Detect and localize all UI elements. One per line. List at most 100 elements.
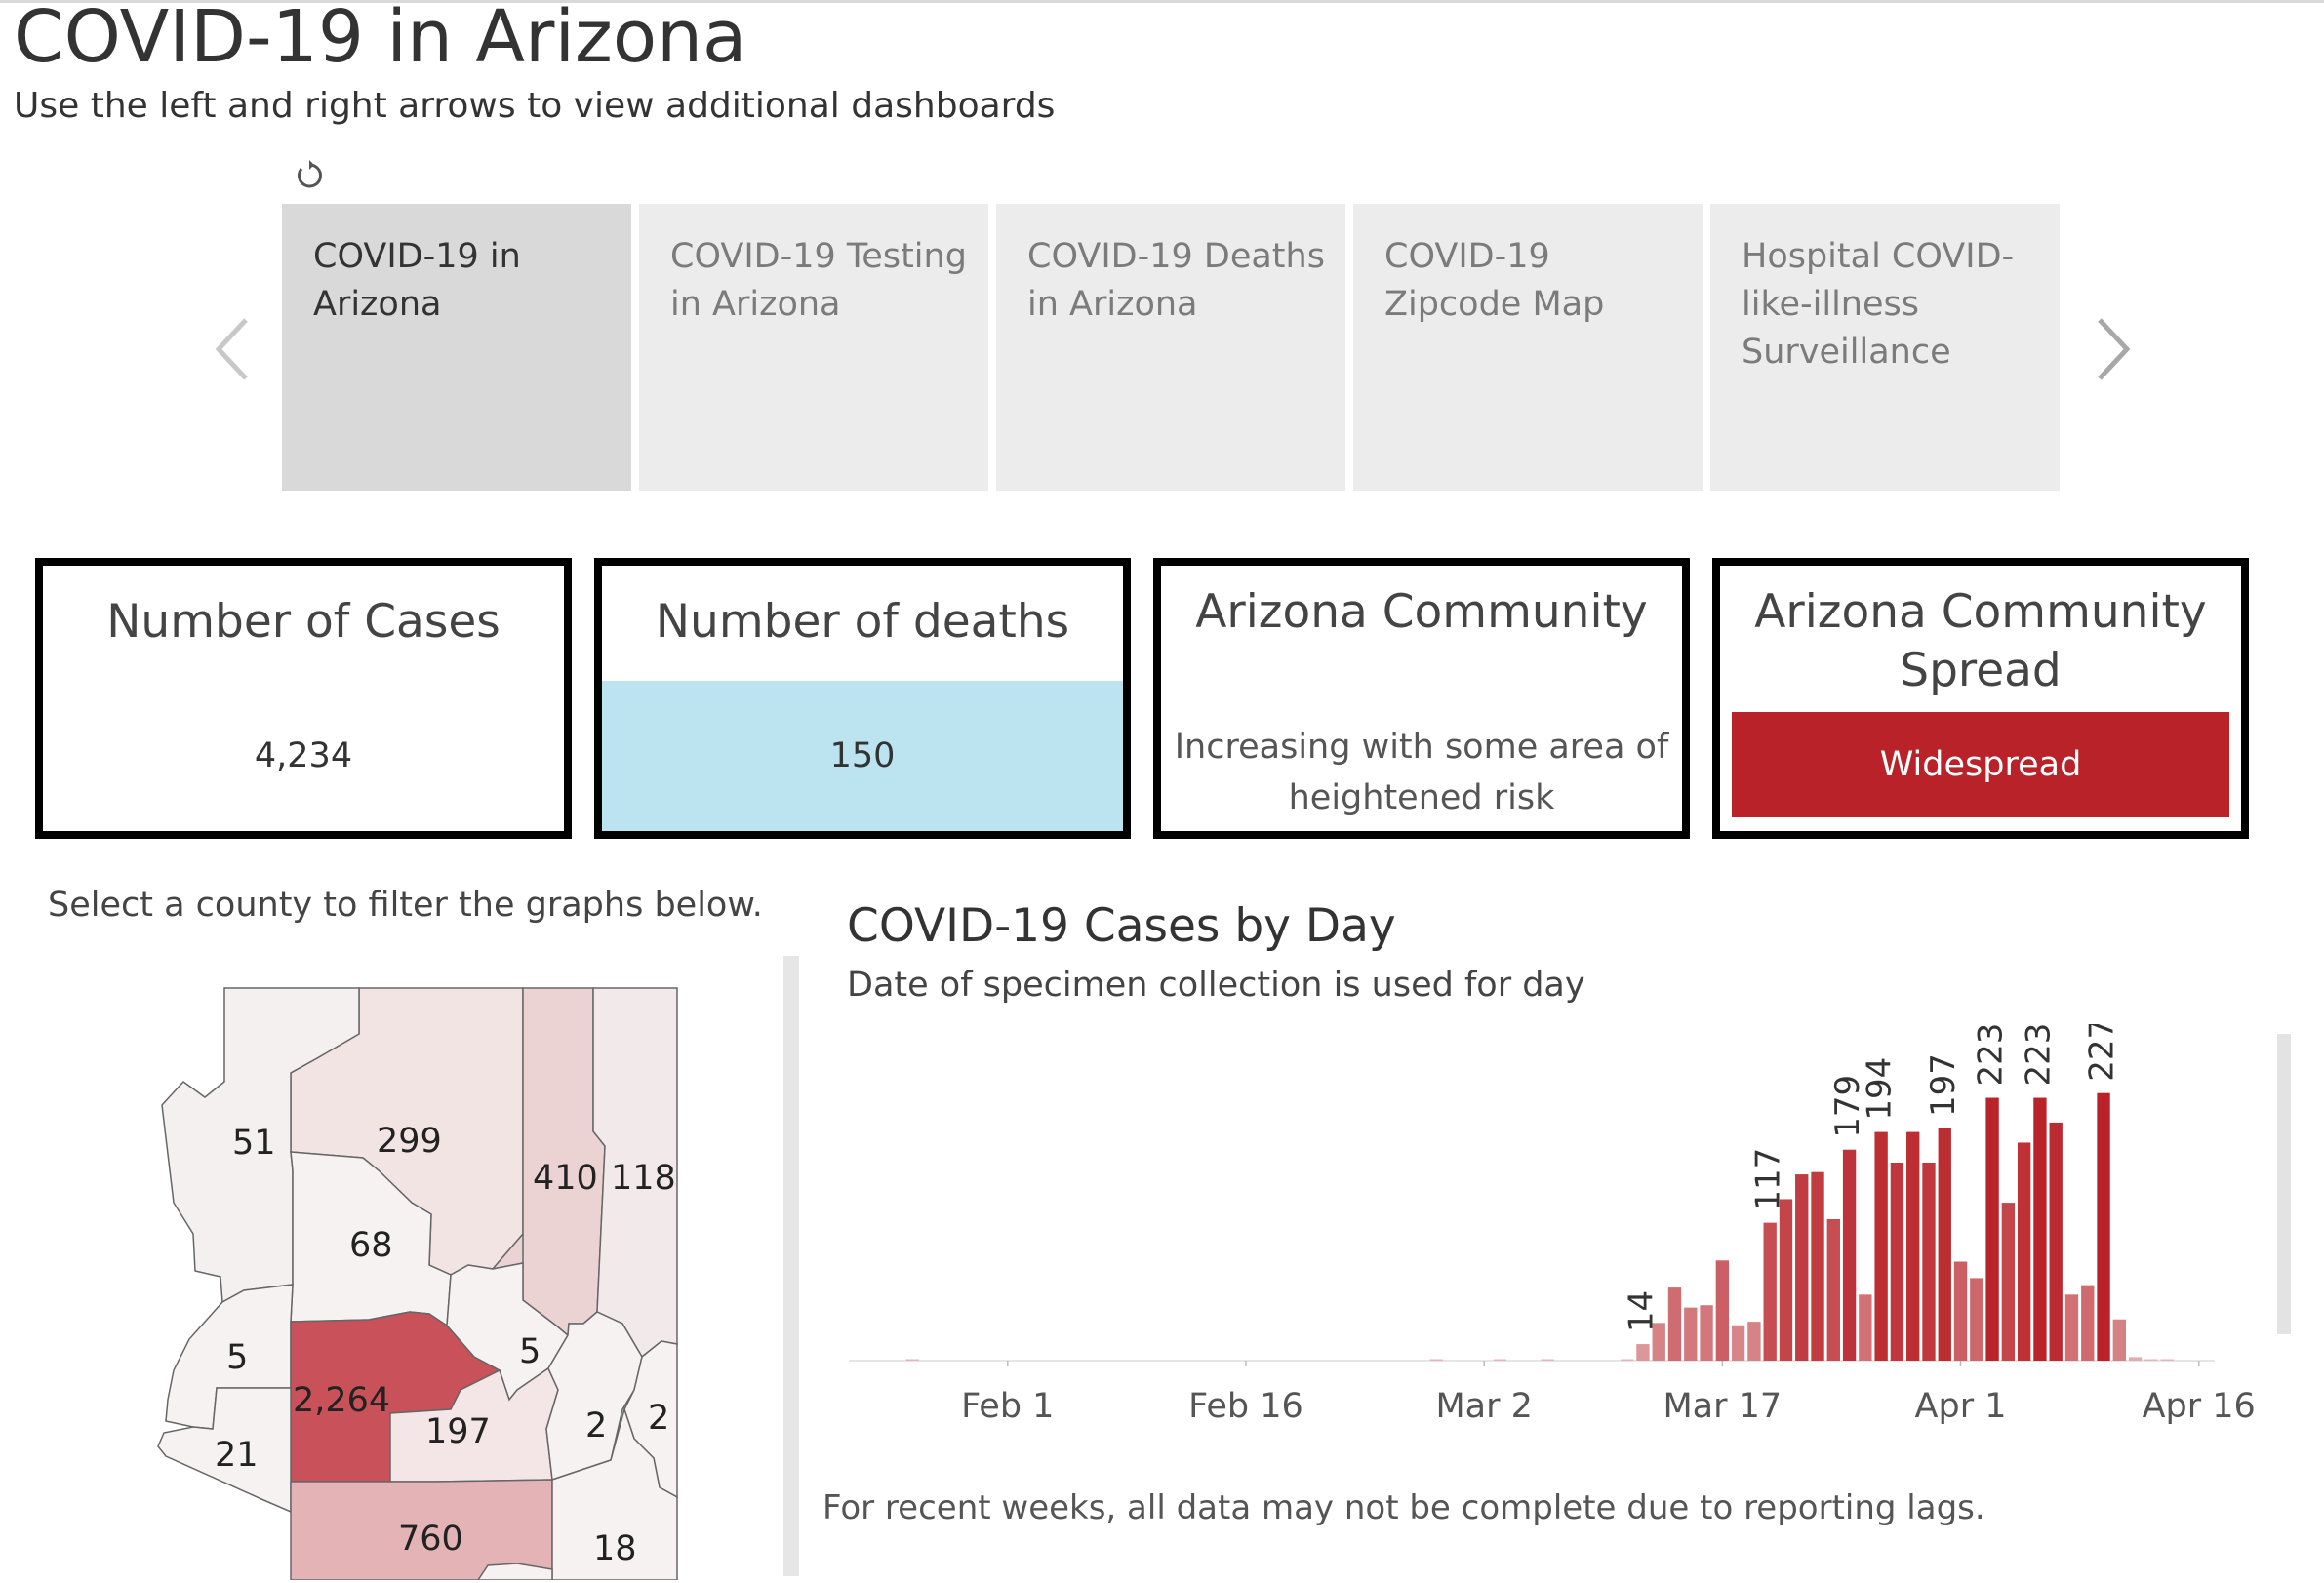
- x-tick-label: Mar 17: [1663, 1387, 1782, 1426]
- x-tick-label: Apr 1: [1915, 1387, 2007, 1426]
- cases-label: Number of Cases: [106, 595, 501, 649]
- tab-covid-19-deaths[interactable]: COVID-19 Deaths in Arizona: [996, 204, 1345, 491]
- tab-label: Surveillance: [1742, 333, 1951, 372]
- tab-label: Arizona: [313, 285, 442, 324]
- community-risk-card: Arizona Community Risk Increasing with s…: [1153, 558, 1690, 839]
- page-title: COVID-19 in Arizona: [14, 0, 747, 79]
- bar[interactable]: [1493, 1359, 1507, 1362]
- chart-footnote: For recent weeks, all data may not be co…: [822, 1488, 1985, 1527]
- tab-label: Zipcode Map: [1384, 285, 1605, 324]
- county-label-yuma: 21: [215, 1436, 259, 1475]
- bar-data-label: 223: [1972, 1024, 2011, 1087]
- bar-data-label: 227: [2083, 1024, 2122, 1082]
- bar[interactable]: [1667, 1287, 1682, 1361]
- county-label-pinal: 197: [425, 1412, 491, 1451]
- bar[interactable]: [1922, 1163, 1936, 1361]
- county-label-cochise: 18: [593, 1529, 637, 1568]
- cases-value: 4,234: [254, 736, 353, 775]
- bar[interactable]: [2049, 1122, 2063, 1361]
- bar-data-label: 223: [2019, 1024, 2058, 1087]
- map-scrollbar[interactable]: [783, 956, 799, 1576]
- bar[interactable]: [2033, 1097, 2047, 1361]
- county-label-pima: 760: [398, 1520, 463, 1559]
- tab-label: COVID-19: [1384, 237, 1550, 276]
- deaths-value: 150: [829, 736, 896, 775]
- chart-subtitle: Date of specimen collection is used for …: [847, 966, 1585, 1005]
- bar[interactable]: [1859, 1294, 1872, 1361]
- chart-scrollbar[interactable]: [2277, 1034, 2291, 1334]
- tab-hospital-surveillance[interactable]: Hospital COVID-like-illness Surveillance: [1710, 204, 2060, 491]
- bar[interactable]: [1763, 1222, 1777, 1361]
- tab-covid-19-in-arizona[interactable]: COVID-19 in Arizona: [282, 204, 631, 491]
- reset-icon[interactable]: [293, 159, 326, 192]
- spread-status-badge: Widespread: [1732, 712, 2229, 817]
- bar[interactable]: [1874, 1131, 1888, 1361]
- bar[interactable]: [1684, 1307, 1698, 1361]
- county-label-mohave: 51: [232, 1124, 276, 1163]
- bar[interactable]: [1731, 1325, 1745, 1361]
- bar-data-label: 179: [1828, 1075, 1867, 1138]
- bar[interactable]: [1906, 1131, 1920, 1361]
- bar[interactable]: [1621, 1359, 1634, 1362]
- bar[interactable]: [2064, 1294, 2079, 1361]
- county-label-gila: 5: [519, 1332, 541, 1371]
- x-tick-label: Apr 16: [2143, 1387, 2256, 1426]
- cases-card: Number of Cases 4,234: [35, 558, 572, 839]
- bar[interactable]: [2160, 1359, 2174, 1362]
- county-graham[interactable]: [545, 1311, 643, 1482]
- bar-data-label: 197: [1924, 1053, 1963, 1117]
- county-label-greenlee: 2: [648, 1399, 669, 1438]
- bar[interactable]: [1636, 1344, 1650, 1361]
- x-tick-label: Feb 1: [961, 1387, 1054, 1426]
- bar[interactable]: [1842, 1149, 1857, 1361]
- county-label-apache: 118: [611, 1159, 676, 1198]
- county-santa-cruz[interactable]: [477, 1563, 553, 1580]
- tab-label: like-illness: [1742, 285, 1919, 324]
- bar[interactable]: [905, 1359, 919, 1362]
- bar[interactable]: [2001, 1203, 2016, 1361]
- tab-label: Hospital COVID-: [1742, 237, 2015, 276]
- bar[interactable]: [1700, 1305, 1713, 1361]
- bar[interactable]: [1826, 1219, 1840, 1361]
- bar[interactable]: [1890, 1163, 1904, 1361]
- bar[interactable]: [1779, 1199, 1793, 1361]
- bar[interactable]: [1953, 1261, 1968, 1362]
- bar[interactable]: [1429, 1359, 1443, 1362]
- tab-label: in Arizona: [670, 285, 841, 324]
- tab-label: in Arizona: [1027, 285, 1198, 324]
- bar[interactable]: [1795, 1174, 1809, 1361]
- x-tick-label: Mar 2: [1435, 1387, 1532, 1426]
- bar[interactable]: [2081, 1285, 2095, 1361]
- chevron-left-icon[interactable]: [203, 310, 261, 388]
- bar-data-label: 194: [1861, 1057, 1900, 1121]
- county-label-la-paz: 5: [226, 1338, 248, 1377]
- bar[interactable]: [1747, 1322, 1761, 1361]
- deaths-label: Number of deaths: [655, 595, 1070, 649]
- bar[interactable]: [2144, 1359, 2158, 1362]
- bar[interactable]: [2112, 1319, 2126, 1361]
- bar[interactable]: [1652, 1323, 1665, 1361]
- tab-label: COVID-19 Deaths: [1027, 237, 1325, 276]
- deaths-card: Number of deaths 150: [594, 558, 1131, 839]
- county-label-navajo: 410: [533, 1159, 598, 1198]
- county-label-yavapai: 68: [349, 1226, 393, 1265]
- bar[interactable]: [2128, 1357, 2143, 1361]
- tab-covid-19-testing[interactable]: COVID-19 Testing in Arizona: [639, 204, 988, 491]
- bar[interactable]: [1938, 1128, 1951, 1361]
- page-subtitle: Use the left and right arrows to view ad…: [14, 86, 1056, 126]
- top-border: [0, 0, 2324, 3]
- risk-desc-line1: Increasing with some area of: [1174, 728, 1669, 767]
- bar[interactable]: [2017, 1142, 2031, 1361]
- bar[interactable]: [1811, 1171, 1824, 1361]
- deaths-fill: [602, 681, 1123, 831]
- bar[interactable]: [2097, 1092, 2110, 1361]
- bar[interactable]: [1715, 1260, 1730, 1361]
- tab-label: COVID-19 Testing: [670, 237, 967, 276]
- tab-zipcode-map[interactable]: COVID-19 Zipcode Map: [1353, 204, 1703, 491]
- risk-label: Arizona Community Risk: [1195, 585, 1648, 646]
- chevron-right-icon[interactable]: [2084, 310, 2143, 388]
- bar[interactable]: [1985, 1097, 1999, 1361]
- bar[interactable]: [1541, 1359, 1554, 1362]
- bar[interactable]: [1970, 1278, 1983, 1361]
- spread-label: Arizona Community Spread: [1754, 585, 2207, 697]
